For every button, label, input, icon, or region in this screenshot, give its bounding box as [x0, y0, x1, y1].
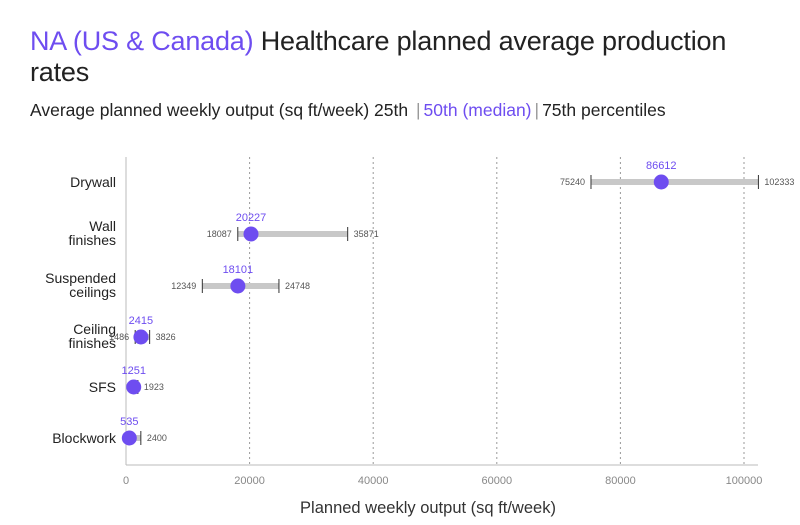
subtitle-median: 50th (median): [423, 100, 532, 120]
x-tick-label: 40000: [358, 475, 389, 487]
median-dot: [230, 278, 246, 294]
subtitle-main: Average planned weekly output (sq ft/wee…: [30, 100, 409, 120]
p75-label: 102333: [764, 177, 794, 187]
median-dot: [243, 226, 259, 242]
p25-label: 75240: [560, 177, 585, 187]
p75-label: 35871: [354, 229, 379, 239]
category-label: SFS: [89, 379, 116, 395]
median-label: 18101: [223, 264, 254, 276]
median-dot: [133, 329, 149, 345]
median-label: 86612: [646, 160, 677, 172]
x-tick-label: 100000: [726, 475, 763, 487]
median-label: 1251: [121, 365, 145, 377]
p75-label: 1923: [144, 382, 164, 392]
subtitle-separator: |: [534, 100, 540, 120]
x-axis-label: Planned weekly output (sq ft/week): [300, 499, 556, 517]
title-text: Healthcare planned average production ra…: [30, 26, 727, 87]
p75-label: 24748: [285, 281, 310, 291]
x-tick-label: 0: [123, 475, 129, 487]
median-label: 2415: [129, 315, 153, 327]
category-label: Suspended ceilings: [45, 270, 116, 300]
subtitle-p75: 75th percentiles: [542, 100, 666, 120]
subtitle-separator: |: [415, 100, 421, 120]
chart-title: NA (US & Canada) Healthcare planned aver…: [30, 26, 790, 88]
title-region: NA (US & Canada): [30, 26, 254, 56]
median-label: 20227: [236, 212, 267, 224]
median-dot: [653, 174, 669, 190]
x-tick-label: 60000: [482, 475, 513, 487]
p75-label: 3826: [156, 332, 176, 342]
x-tick-label: 80000: [605, 475, 636, 487]
median-label: 535: [120, 416, 138, 428]
p25-label: 1486: [109, 332, 129, 342]
x-tick-label: 20000: [234, 475, 265, 487]
category-label: Wall finishes: [69, 218, 116, 248]
median-dot: [126, 379, 142, 395]
p25-label: 18087: [207, 229, 232, 239]
category-label: Drywall: [70, 174, 116, 190]
median-dot: [121, 430, 137, 446]
category-label: Blockwork: [52, 430, 117, 446]
chart-subtitle: Average planned weekly output (sq ft/wee…: [30, 100, 666, 121]
p75-label: 2400: [147, 433, 167, 443]
p25-label: 12349: [171, 281, 196, 291]
category-label: Ceiling finishes: [69, 321, 116, 351]
